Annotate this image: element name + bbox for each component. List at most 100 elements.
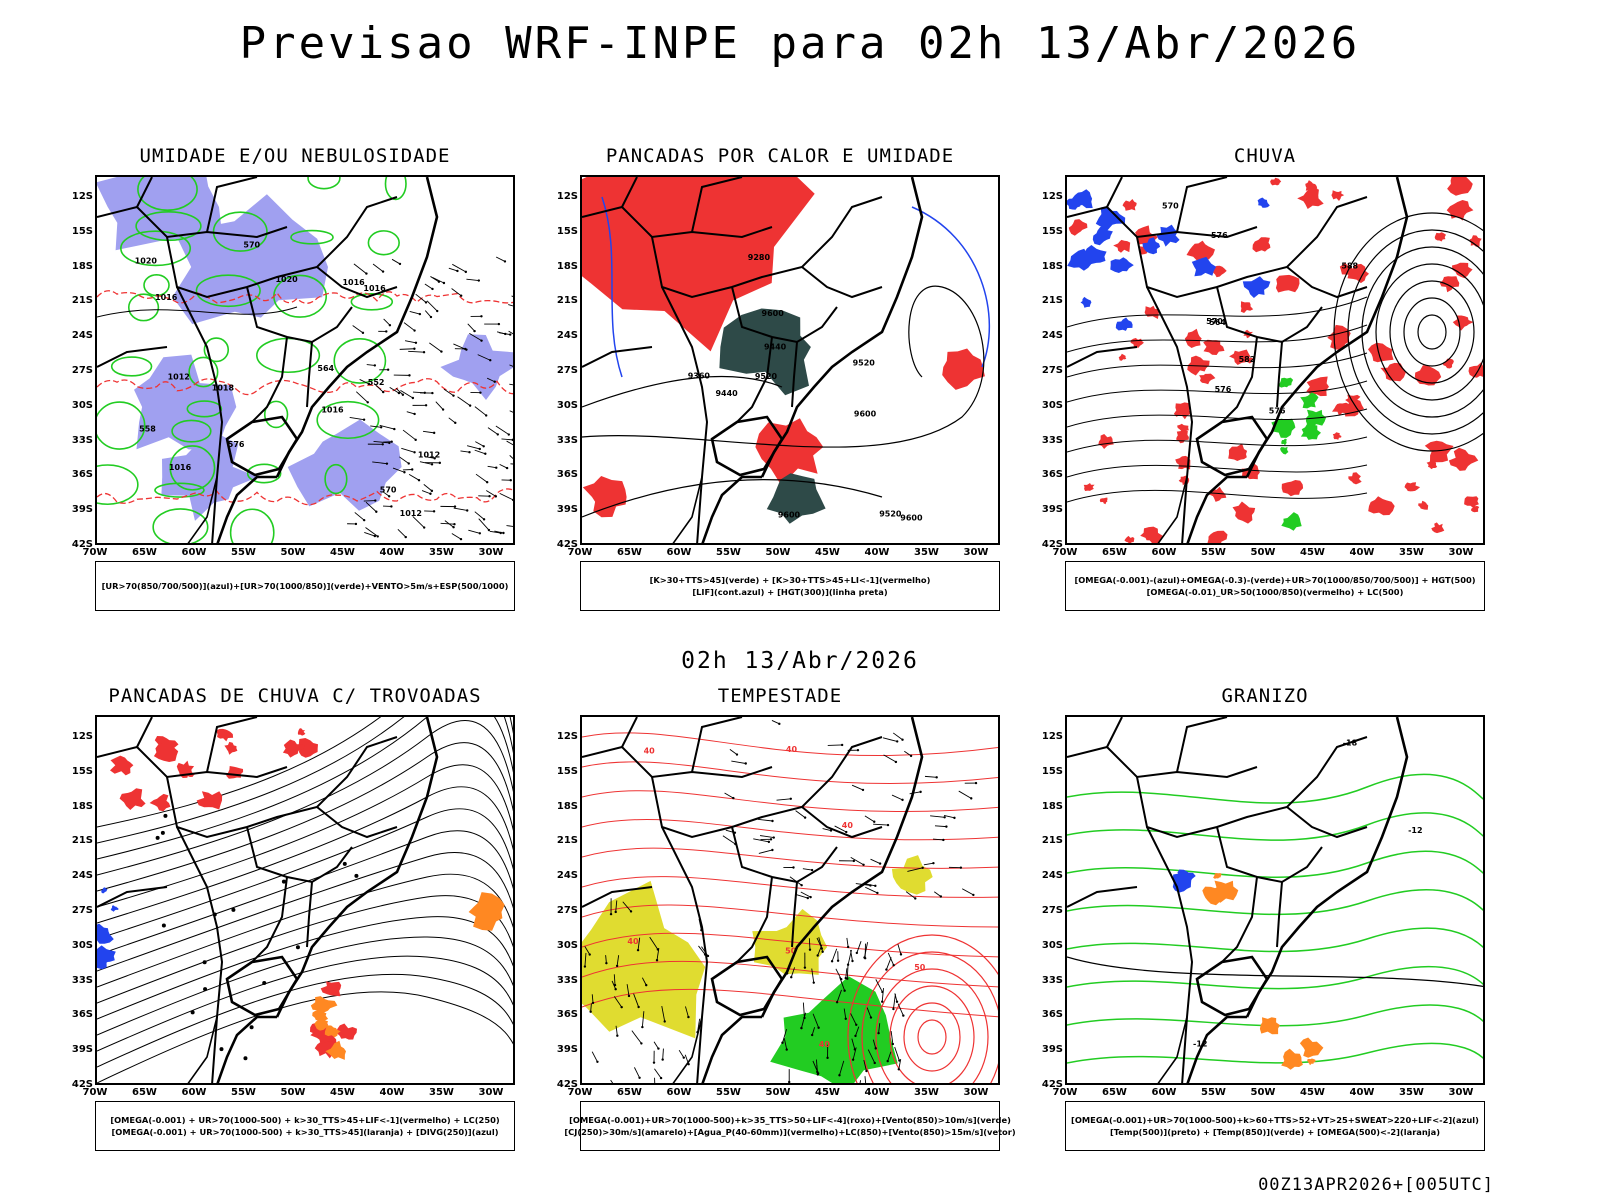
contour-label: 9440 <box>715 389 738 398</box>
wind-vector-head <box>411 468 414 471</box>
lon-tick-label: 40W <box>1349 1087 1375 1098</box>
wind-vector <box>731 760 746 764</box>
lon-tick-label: 55W <box>231 1087 256 1098</box>
wind-vector <box>834 825 847 833</box>
wind-vector <box>415 293 427 303</box>
map-layer: 40 50 40 50 40 40 40 <box>582 717 998 1083</box>
lat-tick-label: 33S <box>556 434 578 446</box>
legend-line: [OMEGA(-0.01)_UR>50(1000/850)(vermelho) … <box>1146 587 1404 597</box>
wind-vector <box>370 425 382 428</box>
streamline-arrow <box>163 813 168 818</box>
wind-vector <box>359 379 370 385</box>
lon-tick-label: 35W <box>914 1087 939 1098</box>
lat-tick-label: 42S <box>71 539 93 550</box>
geopotential-contour <box>1403 297 1461 367</box>
uruguay-border <box>710 415 784 477</box>
wind-vector-head <box>615 964 619 968</box>
map-canvas: 1012101210161020101210161016101810161020… <box>97 177 513 543</box>
temp-850-contour <box>1067 1042 1483 1064</box>
wind-vector-head <box>408 374 411 377</box>
wind-vector <box>424 283 433 290</box>
wind-vector-head <box>480 339 483 342</box>
wind-vector-head <box>591 1001 595 1005</box>
thunderstorm-area <box>215 728 234 742</box>
strong-wind-area <box>770 976 898 1083</box>
wind-vector-head <box>844 1017 847 1020</box>
lon-tick-label: 65W <box>1102 547 1127 558</box>
wind-vector <box>486 377 495 383</box>
wind-vector <box>856 941 862 954</box>
lat-tick-label: 30S <box>1041 399 1063 411</box>
state-border <box>1146 826 1194 1083</box>
moist-unstable-area <box>468 892 505 931</box>
wind-vector-head <box>390 505 393 508</box>
state-border <box>621 177 638 208</box>
wind-vector-head <box>781 1041 784 1044</box>
wind-vector <box>424 456 435 459</box>
wind-vector <box>610 1079 614 1083</box>
page-title: Previsao WRF-INPE para 02h 13/Abr/2026 <box>239 18 1361 69</box>
state-border <box>1221 876 1258 963</box>
temperature-contour <box>582 847 998 869</box>
contour-label: 570 <box>380 486 397 495</box>
ascent-area <box>1257 197 1270 208</box>
ascent-area <box>1142 237 1161 255</box>
jet-stream-area <box>582 880 706 1039</box>
contour-label: 40 <box>627 937 639 946</box>
wind-vector-head <box>861 788 865 792</box>
wind-vector-head <box>901 798 904 802</box>
temp-850-contour <box>1067 773 1483 804</box>
wind-vector <box>885 957 892 970</box>
wind-vector-head <box>659 1076 663 1080</box>
wind-vector-head <box>388 324 392 327</box>
rain-area <box>1471 506 1480 513</box>
rain-area <box>1099 497 1108 505</box>
wind-vector-head <box>663 1020 666 1023</box>
temperature-contour <box>582 960 998 988</box>
lon-tick-label: 40W <box>1349 547 1375 558</box>
wind-vector-head <box>865 1069 868 1073</box>
wind-vector <box>864 1076 867 1083</box>
wind-vector-head <box>414 341 418 344</box>
wind-vector-head <box>744 762 747 765</box>
wind-vector <box>372 461 387 465</box>
wind-vector-head <box>655 959 659 962</box>
lon-tick-label: 70W <box>82 1087 108 1098</box>
wind-vector-head <box>509 333 512 336</box>
lat-tick-label: 15S <box>71 225 93 237</box>
thunderstorm-area <box>224 741 238 755</box>
wind-vector-head <box>482 518 486 521</box>
wind-vector-head <box>609 912 613 916</box>
legend-line: [LIF](cont.azul) + [HGT(300)](linha pret… <box>692 587 888 597</box>
geopotential-contour <box>1067 352 1368 378</box>
wind-vector-head <box>431 287 434 291</box>
coastline <box>760 717 924 1018</box>
rain-area <box>1212 265 1227 278</box>
panel-title: TEMPESTADE <box>717 685 843 707</box>
state-border <box>801 806 883 839</box>
lon-tick-label: 50W <box>1250 1087 1276 1098</box>
lat-tick-label: 33S <box>71 974 93 986</box>
temp-850-contour <box>1067 889 1483 916</box>
wind-vector-head <box>583 965 587 968</box>
wind-vector <box>891 794 903 801</box>
wind-vector <box>474 449 486 455</box>
wind-vector <box>795 810 806 818</box>
wind-vector-head <box>620 1005 623 1009</box>
wind-vector <box>509 364 513 367</box>
thickness-contour <box>97 290 513 304</box>
wind-vector <box>835 968 842 980</box>
lat-tick-label: 24S <box>71 870 93 882</box>
humidity-low-level-contour <box>203 337 230 363</box>
rain-area <box>1327 324 1351 350</box>
lat-tick-label: 27S <box>1041 905 1063 916</box>
coastline <box>760 177 924 478</box>
wind-vector-head <box>430 463 434 466</box>
lat-tick-label: 15S <box>1041 225 1063 237</box>
rain-area <box>1173 402 1191 420</box>
state-border <box>251 876 288 963</box>
ascent-area <box>1110 257 1134 273</box>
uruguay-border <box>710 955 784 1017</box>
lon-tick-label: 60W <box>1151 547 1177 558</box>
wind-vector-head <box>616 1034 619 1037</box>
